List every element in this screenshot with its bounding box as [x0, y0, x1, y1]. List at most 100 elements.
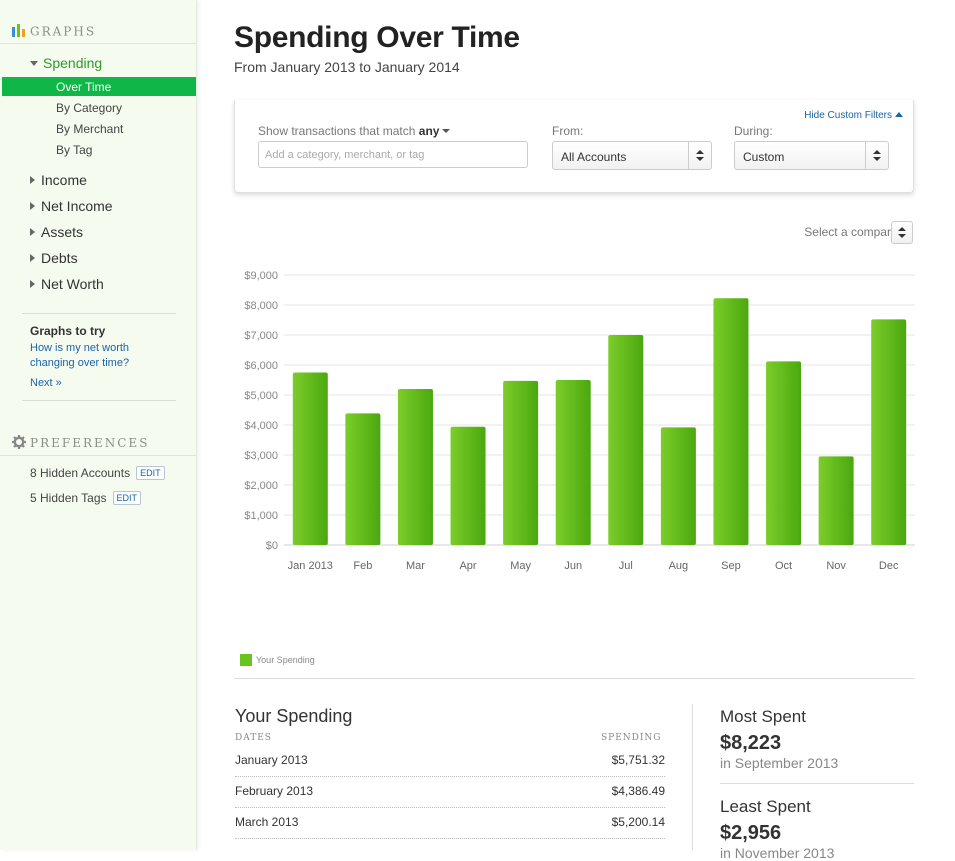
- caret-right-icon: [30, 228, 35, 236]
- hidden-tags-pref: 5 Hidden Tags EDIT: [30, 491, 142, 505]
- bar-jul[interactable]: [608, 335, 644, 545]
- row-date: January 2013: [235, 753, 308, 767]
- divider: [0, 455, 196, 456]
- edit-hidden-tags-button[interactable]: EDIT: [112, 491, 142, 505]
- divider: [0, 43, 196, 44]
- bar-sep[interactable]: [713, 298, 749, 545]
- bar-nov[interactable]: [818, 456, 854, 545]
- match-filter-input[interactable]: [258, 141, 528, 168]
- sidebar-item-net-worth[interactable]: Net Worth: [30, 276, 104, 292]
- hidden-tags-label: 5 Hidden Tags: [30, 491, 107, 505]
- sidebar-item-income[interactable]: Income: [30, 172, 87, 188]
- custom-filters-panel: Hide Custom Filters Show transactions th…: [234, 100, 914, 193]
- caret-right-icon: [30, 202, 35, 210]
- x-tick-label: Jun: [564, 560, 582, 572]
- sidebar-subitem-by-category[interactable]: By Category: [56, 101, 123, 115]
- bar-apr[interactable]: [450, 426, 486, 545]
- bar-mar[interactable]: [397, 388, 433, 545]
- legend-label: Your Spending: [256, 655, 315, 665]
- sidebar-item-label: Net Worth: [41, 276, 104, 292]
- match-label: Show transactions that match any: [258, 124, 451, 138]
- bar-may[interactable]: [503, 380, 539, 545]
- y-tick-label: $5,000: [244, 390, 278, 402]
- x-tick-label: Apr: [459, 560, 476, 572]
- bar-feb[interactable]: [345, 413, 381, 545]
- y-tick-label: $9,000: [244, 270, 278, 282]
- chart-legend: Your Spending: [240, 654, 315, 666]
- bar-jan-2013[interactable]: [292, 372, 328, 545]
- y-tick-label: $1,000: [244, 510, 278, 522]
- row-amount: $4,386.49: [611, 784, 665, 798]
- x-tick-label: Aug: [669, 560, 689, 572]
- match-mode-dropdown[interactable]: any: [418, 124, 440, 138]
- chevron-down-icon: [442, 129, 451, 133]
- sidebar-subitem-label: Over Time: [56, 80, 112, 94]
- graphs-to-try-next-link[interactable]: Next »: [30, 377, 62, 389]
- sidebar-item-label: Net Income: [41, 198, 113, 214]
- sidebar-item-net-income[interactable]: Net Income: [30, 198, 113, 214]
- sidebar-item-spending[interactable]: Spending: [30, 55, 102, 71]
- x-tick-label: Oct: [775, 560, 792, 572]
- y-tick-label: $0: [266, 540, 278, 552]
- divider: [720, 783, 914, 784]
- divider: [234, 678, 915, 679]
- bar-aug[interactable]: [660, 427, 696, 545]
- spending-column-header: SPENDING: [601, 733, 662, 743]
- sidebar-subitem-over-time[interactable]: Over Time: [2, 77, 196, 96]
- gear-icon: [12, 435, 26, 452]
- dates-column-header: DATES: [235, 733, 272, 743]
- x-tick-label: Feb: [353, 560, 372, 572]
- from-accounts-select[interactable]: All Accounts: [552, 141, 712, 170]
- hide-custom-filters-link[interactable]: Hide Custom Filters: [804, 110, 903, 121]
- during-select[interactable]: Custom: [734, 141, 889, 170]
- comparison-select-button[interactable]: [891, 221, 913, 244]
- edit-hidden-accounts-button[interactable]: EDIT: [136, 466, 165, 480]
- hidden-accounts-pref: 8 Hidden Accounts EDIT: [30, 466, 165, 480]
- bar-chart-icon: [12, 24, 26, 40]
- caret-right-icon: [30, 280, 35, 288]
- sidebar-item-label: Income: [41, 172, 87, 188]
- sidebar-item-label: Debts: [41, 250, 78, 266]
- sidebar-item-debts[interactable]: Debts: [30, 250, 78, 266]
- least-spent-month: in November 2013: [720, 845, 835, 861]
- row-amount: $5,200.14: [611, 815, 665, 829]
- x-tick-label: Sep: [721, 560, 741, 572]
- graphs-header: GRAPHS: [12, 24, 96, 40]
- table-row: March 2013 $5,200.14: [235, 807, 665, 839]
- graphs-to-try-link[interactable]: How is my net worth changing over time?: [30, 342, 130, 369]
- most-spent-label: Most Spent: [720, 707, 806, 726]
- from-label: From:: [552, 124, 584, 138]
- legend-swatch: [240, 654, 252, 666]
- comparison-label[interactable]: Select a comparison: [804, 225, 913, 239]
- caret-down-icon: [30, 61, 38, 66]
- caret-right-icon: [30, 254, 35, 262]
- match-label-text: Show transactions that match: [258, 124, 416, 138]
- caret-up-icon: [895, 112, 903, 117]
- y-tick-label: $3,000: [244, 450, 278, 462]
- y-tick-label: $7,000: [244, 330, 278, 342]
- divider: [692, 704, 693, 850]
- most-spent-value: $8,223: [720, 732, 782, 754]
- summary-title: Your Spending: [235, 706, 353, 726]
- bar-oct[interactable]: [766, 361, 802, 545]
- row-amount: $5,751.32: [611, 753, 665, 767]
- sidebar-item-assets[interactable]: Assets: [30, 224, 83, 240]
- hidden-accounts-label: 8 Hidden Accounts: [30, 466, 131, 480]
- sidebar: GRAPHS Spending Over Time By Category By…: [0, 0, 197, 850]
- bar-dec[interactable]: [871, 319, 907, 545]
- sidebar-subitem-by-merchant[interactable]: By Merchant: [56, 122, 124, 136]
- table-row: January 2013 $5,751.32: [235, 745, 665, 777]
- preferences-header-label: PREFERENCES: [30, 436, 150, 450]
- bar-jun[interactable]: [555, 380, 591, 545]
- y-tick-label: $2,000: [244, 480, 278, 492]
- y-tick-label: $4,000: [244, 420, 278, 432]
- graphs-to-try-title: Graphs to try: [30, 324, 106, 338]
- page-subtitle: From January 2013 to January 2014: [234, 59, 460, 75]
- sidebar-subitem-by-tag[interactable]: By Tag: [56, 143, 93, 157]
- hide-custom-filters-label: Hide Custom Filters: [804, 110, 892, 121]
- row-date: March 2013: [235, 815, 299, 829]
- x-tick-label: Jul: [619, 560, 633, 572]
- graphs-to-try-box: Graphs to try How is my net worth changi…: [22, 313, 176, 401]
- x-tick-label: Nov: [826, 560, 846, 572]
- x-tick-label: May: [510, 560, 531, 572]
